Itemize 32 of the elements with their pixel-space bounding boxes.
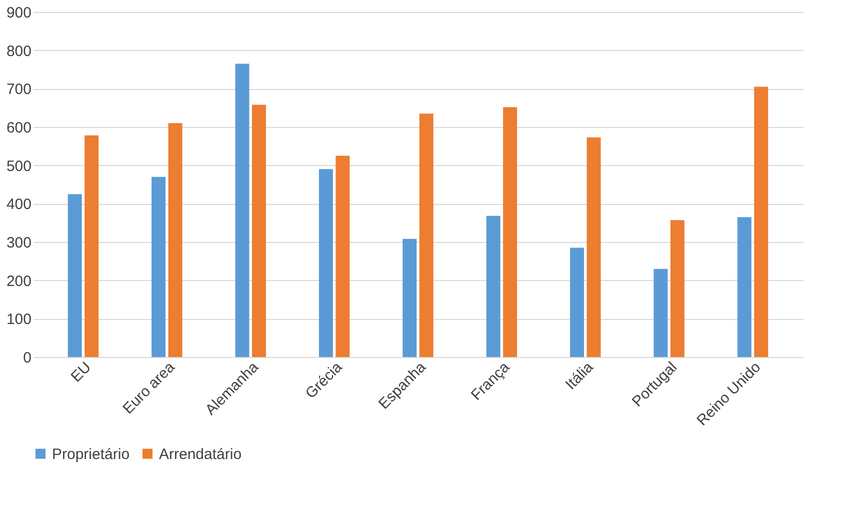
x-tick-label: EU [68, 358, 95, 386]
bar [235, 64, 250, 357]
y-tick-label: 800 [6, 42, 32, 60]
bar [336, 156, 350, 357]
bar [402, 238, 417, 357]
y-tick-label: 200 [6, 272, 32, 290]
bar [84, 135, 99, 357]
y-tick-label: 600 [6, 120, 32, 136]
bar [152, 176, 166, 357]
x-tick-label: Itália [562, 358, 598, 394]
y-tick-label: 0 [23, 350, 32, 366]
bar [486, 216, 500, 357]
y-tick-label: 100 [6, 311, 32, 328]
bar [168, 123, 182, 357]
y-tick-label: 300 [6, 234, 32, 252]
y-tick-label: 700 [6, 81, 32, 98]
bar [570, 248, 584, 357]
bar [754, 86, 768, 357]
bar [737, 217, 752, 357]
y-tick-label: 400 [6, 196, 32, 214]
bar [586, 137, 601, 357]
bar [68, 194, 82, 357]
bar [419, 114, 434, 357]
y-tick-label: 500 [6, 158, 32, 175]
bar [252, 104, 266, 357]
legend-label: Arrendatário [159, 446, 242, 463]
bar [654, 268, 668, 357]
legend-label: Proprietário [52, 446, 130, 463]
bar [503, 107, 518, 357]
bar [318, 169, 333, 357]
bar [670, 220, 684, 357]
y-tick-label: 900 [6, 4, 32, 22]
